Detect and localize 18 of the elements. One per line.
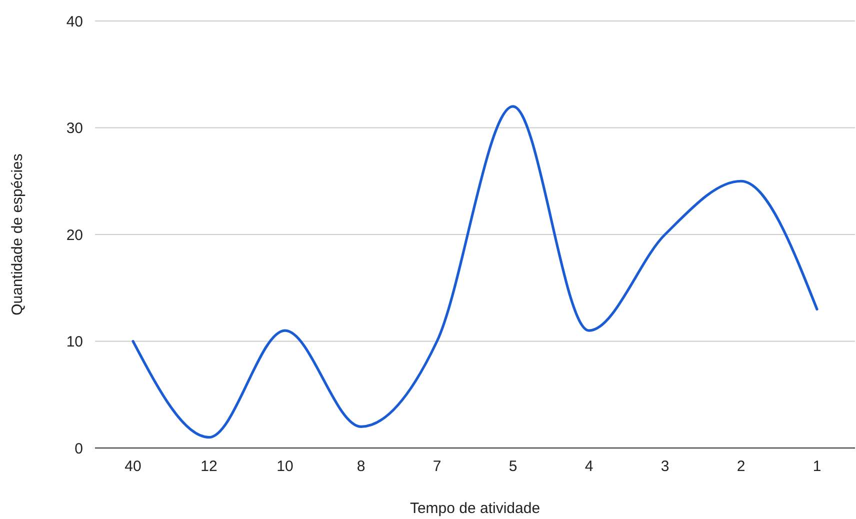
x-tick-label: 3 [660, 458, 670, 475]
y-axis-title: Quantidade de espécies [9, 154, 26, 316]
x-tick-label: 7 [432, 458, 442, 475]
x-tick-label: 4 [584, 458, 594, 475]
x-tick-label: 8 [356, 458, 366, 475]
x-tick-label: 5 [508, 458, 518, 475]
line-series [132, 105, 818, 439]
y-tick-label: 20 [66, 226, 83, 244]
y-tick-label: 30 [66, 120, 83, 137]
x-tick-label: 10 [276, 458, 294, 475]
x-tick-label: 12 [200, 458, 218, 475]
x-tick-label: 2 [736, 458, 746, 475]
y-tick-label: 10 [66, 334, 83, 350]
x-tick-label: 1 [812, 458, 822, 475]
y-tick-label: 40 [66, 13, 83, 30]
x-axis-title: Tempo de atividade [410, 500, 540, 517]
x-tick-label: 40 [124, 458, 142, 475]
y-tick-label: 0 [74, 440, 83, 458]
